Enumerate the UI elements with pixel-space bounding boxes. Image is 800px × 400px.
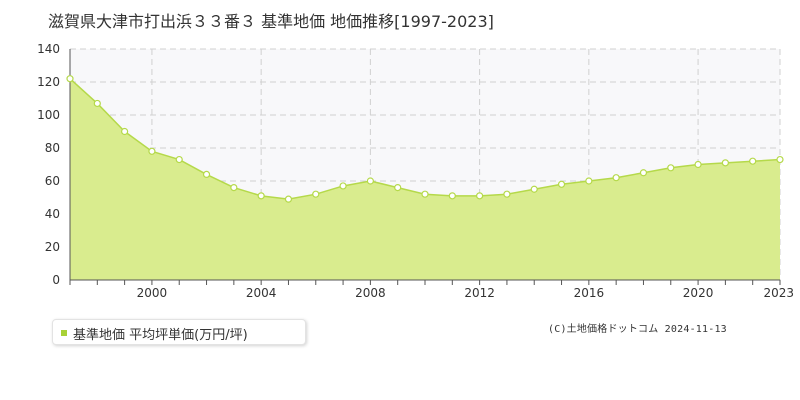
y-tick-label: 40 (45, 207, 60, 221)
y-tick-labels: 0 20 40 60 80 100 120 140 (37, 42, 60, 287)
x-tick-label: 2008 (355, 286, 386, 300)
data-point (476, 192, 484, 200)
data-point (284, 195, 293, 203)
data-point (557, 180, 566, 188)
y-tick-label: 0 (52, 273, 60, 287)
data-point (639, 169, 648, 177)
data-point (339, 182, 347, 190)
data-point (148, 147, 156, 155)
x-tick-label: 2016 (574, 286, 605, 300)
data-point (421, 190, 429, 198)
y-tick-label: 140 (37, 42, 60, 56)
data-point (749, 157, 757, 165)
data-point (776, 155, 784, 164)
area-fill (70, 78, 780, 280)
data-point (66, 75, 74, 83)
legend: 基準地価 平均坪単価(万円/坪) (52, 319, 306, 345)
legend-swatch (61, 330, 67, 336)
data-point (121, 127, 129, 136)
data-point (202, 170, 211, 178)
chart-title: 滋賀県大津市打出浜３３番３ 基準地価 地価推移[1997-2023] (48, 12, 494, 31)
y-tick-label: 80 (45, 141, 60, 155)
y-tick-label: 100 (37, 108, 60, 122)
data-markers (66, 75, 784, 203)
data-point (257, 192, 265, 200)
y-tick-label: 120 (37, 75, 60, 89)
data-point (612, 174, 620, 182)
data-point (503, 190, 511, 198)
data-point (93, 99, 101, 108)
data-point (721, 159, 729, 167)
data-point (448, 192, 456, 200)
axes (69, 49, 781, 285)
data-point (366, 177, 374, 185)
x-tick-label: 2012 (464, 286, 495, 300)
x-tick-labels: 2000 2004 2008 2012 2016 2020 2023 (137, 286, 794, 300)
x-tick-label: 2023 (763, 286, 794, 300)
x-tick-label: 2020 (683, 286, 714, 300)
x-tick-label: 2004 (246, 286, 277, 300)
data-point (312, 190, 320, 198)
data-point (394, 184, 402, 192)
data-point (530, 185, 538, 193)
data-point (175, 155, 183, 164)
data-point (694, 160, 702, 169)
data-point (667, 164, 675, 172)
data-point (230, 184, 238, 192)
legend-label: 基準地価 平均坪単価(万円/坪) (73, 328, 248, 343)
credit-text: (C)土地価格ドットコム 2024-11-13 (548, 324, 727, 335)
y-tick-label: 20 (45, 240, 60, 254)
x-tick-label: 2000 (137, 286, 168, 300)
data-point (585, 177, 593, 185)
y-tick-label: 60 (45, 174, 60, 188)
